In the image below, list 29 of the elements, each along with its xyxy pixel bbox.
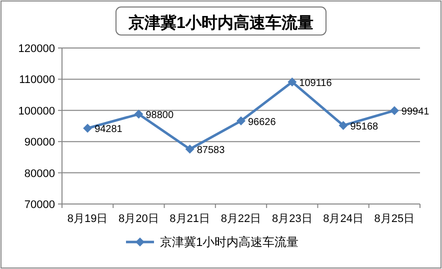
point [236,116,246,126]
chart-title: 京津冀1小时内高速车流量 [128,13,314,32]
data-label: 109116 [299,78,332,89]
y-tick-label: 110000 [19,74,55,86]
y-tick-label: 90000 [24,136,55,149]
x-tick-label: 8月19日 [67,213,108,225]
data-label: 99941 [401,106,430,118]
x-tick-label: 8月21日 [170,213,210,225]
data-label: 98800 [146,110,174,122]
data-label: 96626 [248,116,276,128]
legend-label: 京津冀1小时内高速车流量 [160,235,299,249]
point [338,120,348,130]
y-tick-label: 80000 [24,168,55,180]
data-label: 87583 [196,145,226,156]
x-tick-label: 8月20日 [118,213,159,225]
point [185,144,194,154]
point [134,110,144,119]
y-tick-label: 120000 [18,43,55,55]
point [390,106,399,116]
point [83,124,92,133]
y-tick-label: 70000 [24,199,55,211]
x-tick-label: 8月22日 [220,213,262,225]
point [288,77,297,86]
x-tick-label: 8月25日 [374,213,415,225]
x-tick-label: 8月24日 [323,213,364,225]
y-tick-label: 100000 [18,105,55,118]
x-tick-label: 8月23日 [272,213,312,225]
data-label: 94281 [94,124,123,136]
data-label: 95168 [350,121,379,132]
